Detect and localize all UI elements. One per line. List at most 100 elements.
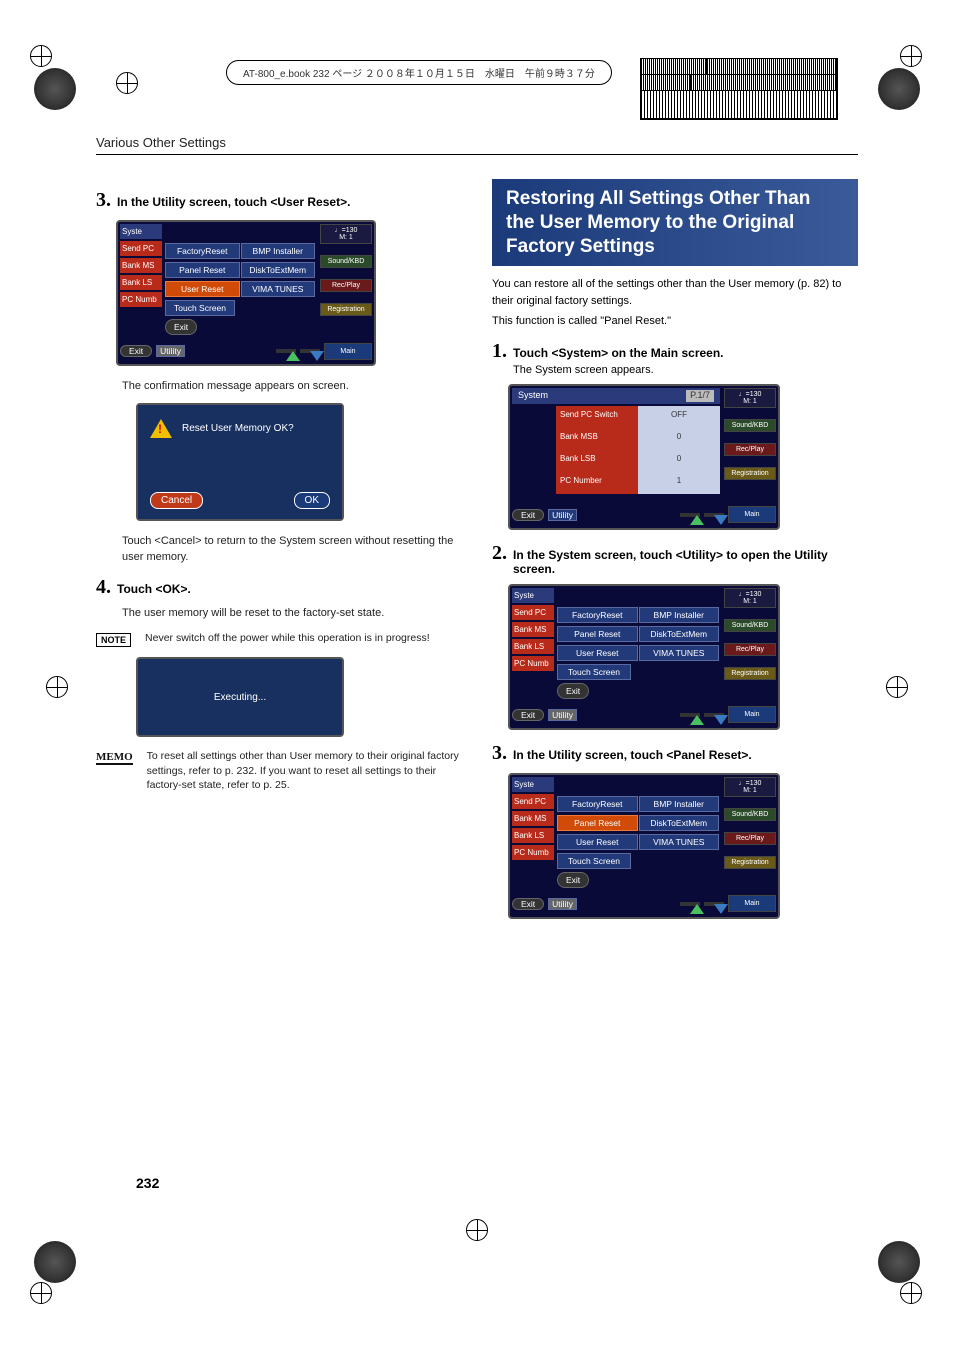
user-reset-btn[interactable]: User Reset	[557, 645, 638, 661]
up-arrow-btn[interactable]	[680, 902, 700, 906]
book-header: AT-800_e.book 232 ページ ２００８年１０月１５日 水曜日 午前…	[226, 60, 612, 85]
touch-screen-btn[interactable]: Touch Screen	[165, 300, 235, 316]
step-number: 3.	[492, 742, 507, 765]
vima-tunes-btn[interactable]: VIMA TUNES	[639, 834, 720, 850]
inner-exit-btn[interactable]: Exit	[557, 872, 589, 888]
vima-tunes-btn[interactable]: VIMA TUNES	[639, 645, 720, 661]
disk-to-ext-mem-btn[interactable]: DiskToExtMem	[639, 815, 720, 831]
bmp-installer-btn[interactable]: BMP Installer	[639, 607, 720, 623]
panel-reset-btn[interactable]: Panel Reset	[557, 626, 638, 642]
panel-reset-btn[interactable]: Panel Reset	[557, 815, 638, 831]
section-header: Various Other Settings	[96, 135, 898, 150]
sound-kbd-btn[interactable]: Sound/KBD	[320, 255, 372, 268]
confirm-dialog-screenshot: Reset User Memory OK? Cancel OK	[136, 403, 344, 521]
disk-to-ext-mem-btn[interactable]: DiskToExtMem	[241, 262, 316, 278]
print-mark-br	[878, 1241, 920, 1283]
cancel-note: Touch <Cancel> to return to the System s…	[122, 533, 462, 566]
ss-title: Syste	[120, 224, 162, 239]
utility-screenshot-panel-reset: Syste Send PC Bank MS Bank LS PC Numb Fa…	[508, 773, 780, 919]
intro-text: This function is called "Panel Reset."	[492, 313, 858, 330]
bmp-installer-btn[interactable]: BMP Installer	[639, 796, 720, 812]
section-title-band: Restoring All Settings Other Than the Us…	[492, 179, 858, 266]
factory-reset-btn[interactable]: FactoryReset	[557, 607, 638, 623]
step-text: Touch <System> on the Main screen.	[513, 346, 858, 360]
sys-key: Bank MSB	[556, 428, 638, 450]
touch-screen-btn[interactable]: Touch Screen	[557, 853, 631, 869]
utility-btn[interactable]: Utility	[156, 345, 185, 357]
ss-title: Syste	[512, 777, 554, 792]
registration-btn[interactable]: Registration	[724, 856, 776, 869]
ss-left-item: PC Numb	[512, 656, 554, 671]
down-arrow-btn[interactable]	[300, 349, 320, 353]
factory-reset-btn[interactable]: FactoryReset	[557, 796, 638, 812]
down-arrow-btn[interactable]	[704, 513, 724, 517]
utility-screenshot: Syste Send PC Bank MS Bank LS PC Numb Fa…	[508, 584, 780, 730]
registration-btn[interactable]: Registration	[320, 303, 372, 316]
panel-reset-btn[interactable]: Panel Reset	[165, 262, 240, 278]
step-text: Touch <OK>.	[117, 582, 191, 596]
registration-btn[interactable]: Registration	[724, 667, 776, 680]
inner-exit-btn[interactable]: Exit	[557, 683, 589, 699]
main-btn[interactable]: Main	[324, 343, 372, 360]
crop-mark	[900, 1282, 924, 1306]
executing-screenshot: Executing...	[136, 657, 344, 737]
sys-key: Bank LSB	[556, 450, 638, 472]
ss-left-item: Bank MS	[120, 258, 162, 273]
vima-tunes-btn[interactable]: VIMA TUNES	[241, 281, 316, 297]
user-reset-btn[interactable]: User Reset	[557, 834, 638, 850]
sound-kbd-btn[interactable]: Sound/KBD	[724, 619, 776, 632]
utility-btn[interactable]: Utility	[548, 898, 577, 910]
exit-btn[interactable]: Exit	[512, 509, 544, 521]
disk-to-ext-mem-btn[interactable]: DiskToExtMem	[639, 626, 720, 642]
sound-kbd-btn[interactable]: Sound/KBD	[724, 808, 776, 821]
left-column: 3. In the Utility screen, touch <User Re…	[96, 179, 462, 931]
rec-play-btn[interactable]: Rec/Play	[724, 832, 776, 845]
main-btn[interactable]: Main	[728, 895, 776, 912]
rec-play-btn[interactable]: Rec/Play	[724, 443, 776, 456]
crop-mark	[900, 45, 924, 69]
rec-play-btn[interactable]: Rec/Play	[320, 279, 372, 292]
ok-btn[interactable]: OK	[294, 492, 330, 509]
sys-val: 0	[638, 450, 720, 472]
page-indicator: P.1/7	[686, 390, 714, 402]
ss-left-item: Bank LS	[512, 828, 554, 843]
ss-left-item: Send PC	[512, 605, 554, 620]
sys-val: 0	[638, 428, 720, 450]
tempo-display: ♩=130M: 1	[320, 224, 372, 244]
ss-left-item: Bank MS	[512, 811, 554, 826]
ss-left-item: Bank LS	[512, 639, 554, 654]
cancel-btn[interactable]: Cancel	[150, 492, 203, 509]
tempo-display: ♩=130M: 1	[724, 388, 776, 408]
confirm-message: Reset User Memory OK?	[182, 423, 294, 434]
down-arrow-btn[interactable]	[704, 902, 724, 906]
sys-val: 1	[638, 472, 720, 494]
bmp-installer-btn[interactable]: BMP Installer	[241, 243, 316, 259]
exit-btn[interactable]: Exit	[120, 345, 152, 357]
utility-screenshot-user-reset: Syste Send PC Bank MS Bank LS PC Numb Fa…	[116, 220, 376, 366]
rec-play-btn[interactable]: Rec/Play	[724, 643, 776, 656]
up-arrow-btn[interactable]	[276, 349, 296, 353]
main-btn[interactable]: Main	[728, 706, 776, 723]
utility-btn[interactable]: Utility	[548, 509, 577, 521]
inner-exit-btn[interactable]: Exit	[165, 319, 197, 335]
up-arrow-btn[interactable]	[680, 513, 700, 517]
ss-left-item: Send PC	[512, 794, 554, 809]
keyboard-diagram	[640, 58, 838, 120]
factory-reset-btn[interactable]: FactoryReset	[165, 243, 240, 259]
sound-kbd-btn[interactable]: Sound/KBD	[724, 419, 776, 432]
down-arrow-btn[interactable]	[704, 713, 724, 717]
step-text: In the System screen, touch <Utility> to…	[513, 548, 858, 576]
sys-key: PC Number	[556, 472, 638, 494]
registration-btn[interactable]: Registration	[724, 467, 776, 480]
exit-btn[interactable]: Exit	[512, 709, 544, 721]
user-reset-btn[interactable]: User Reset	[165, 281, 240, 297]
crop-mark	[30, 45, 54, 69]
step-text: In the Utility screen, touch <Panel Rese…	[513, 748, 752, 762]
intro-text: You can restore all of the settings othe…	[492, 276, 858, 309]
up-arrow-btn[interactable]	[680, 713, 700, 717]
utility-btn[interactable]: Utility	[548, 709, 577, 721]
main-btn[interactable]: Main	[728, 506, 776, 523]
exit-btn[interactable]: Exit	[512, 898, 544, 910]
step-body: The System screen appears.	[513, 364, 858, 376]
touch-screen-btn[interactable]: Touch Screen	[557, 664, 631, 680]
